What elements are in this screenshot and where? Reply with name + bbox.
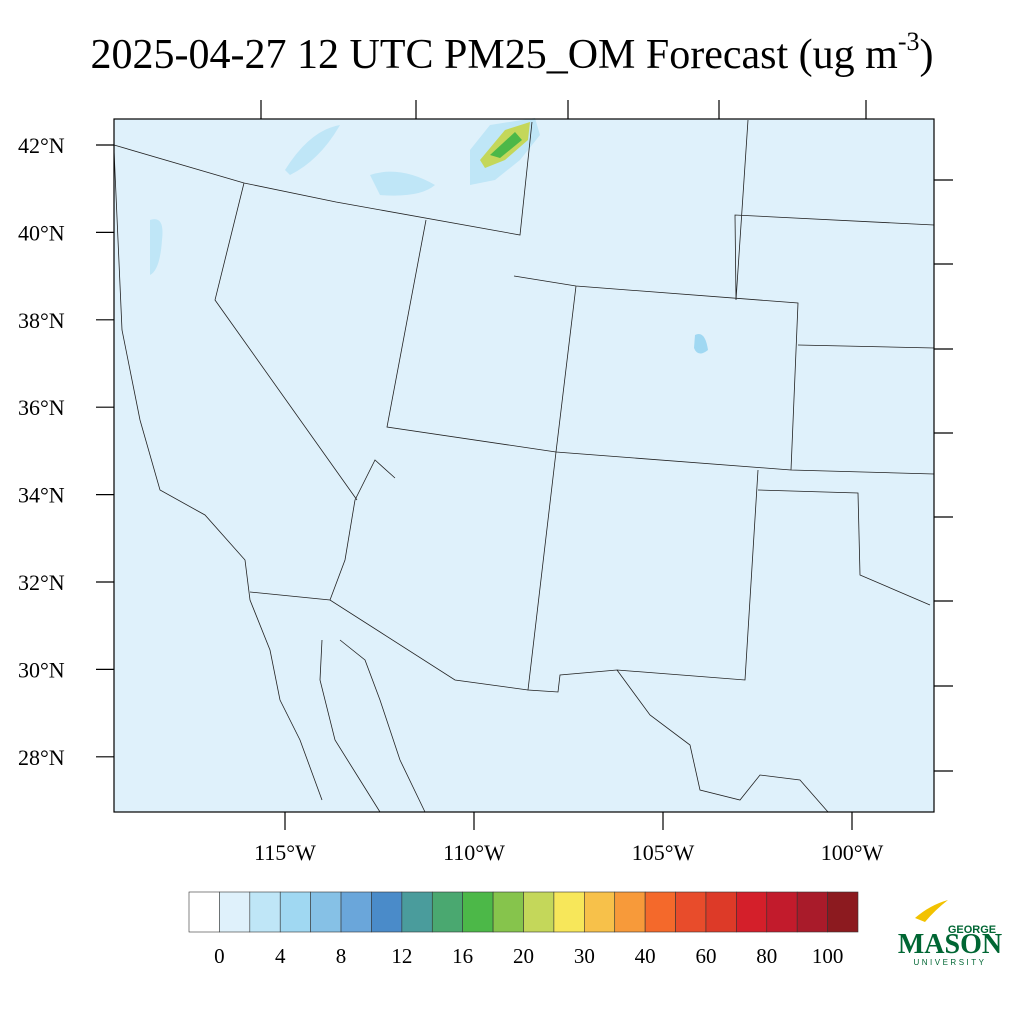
border [513, 275, 799, 471]
colorbar-box [553, 891, 585, 933]
logo-swoosh [915, 900, 948, 922]
map-background [114, 119, 934, 812]
colorbar-box [736, 891, 768, 933]
border [527, 285, 759, 693]
colorbar-box [249, 891, 281, 933]
colorbar-box [462, 891, 494, 933]
lon-label: 100°W [821, 840, 884, 865]
colorbar-box [340, 891, 372, 933]
border [757, 489, 931, 606]
border [734, 119, 935, 301]
colorbar-box [584, 891, 616, 933]
colorbar-box [188, 891, 220, 933]
coastline [319, 639, 381, 813]
colorbar-label: 40 [635, 944, 656, 968]
lat-label: 42°N [18, 133, 65, 158]
lat-label: 38°N [18, 308, 65, 333]
border [797, 344, 935, 349]
smoke-patch [370, 171, 435, 196]
colorbar-box [523, 891, 555, 933]
lat-label: 28°N [18, 745, 65, 770]
coastline [339, 639, 426, 813]
colorbar-box [431, 891, 463, 933]
smoke-plume [490, 132, 522, 158]
colorbar-box [827, 891, 859, 933]
lat-label: 32°N [18, 570, 65, 595]
title: 2025-04-27 12 UTC PM25_OM Forecast (ug m… [91, 27, 934, 78]
border [249, 591, 529, 691]
colorbar-box [675, 891, 707, 933]
map-frame [113, 118, 935, 813]
map [113, 100, 953, 813]
smoke-patch [694, 334, 708, 354]
colorbar-box [219, 891, 251, 933]
colorbar-label: 30 [574, 944, 595, 968]
lat-label: 34°N [18, 483, 65, 508]
title-superscript: -3 [898, 27, 920, 56]
colorbar-box [371, 891, 403, 933]
colorbar-box [705, 891, 737, 933]
lon-label: 110°W [443, 840, 505, 865]
logo-main: MASON [898, 929, 1002, 960]
colorbar-label: 8 [336, 944, 347, 968]
axis-labels: 42°N 40°N 38°N 36°N 34°N 32°N 30°N 28°N 115°W 110… [18, 133, 884, 865]
colorbar-box [279, 891, 311, 933]
logo-bottom: UNIVERSITY [913, 958, 986, 967]
colorbar-label: 60 [695, 944, 716, 968]
lat-label: 30°N [18, 657, 65, 682]
colorbar-label: 100 [812, 944, 844, 968]
lat-label: 40°N [18, 220, 65, 245]
logo-top: GEORGE [948, 924, 996, 936]
smoke-patch [285, 125, 340, 175]
colorbar-label: 20 [513, 944, 534, 968]
title-text: 2025-04-27 12 UTC PM25_OM Forecast (ug m [91, 32, 899, 78]
colorbar-box [401, 891, 433, 933]
frame-ticks [260, 100, 953, 772]
colorbar-label: 16 [452, 944, 473, 968]
coastline [113, 149, 323, 801]
colorbar-box [766, 891, 798, 933]
border [214, 182, 358, 501]
colorbar-box [492, 891, 524, 933]
colorbar-box [310, 891, 342, 933]
colorbar: 0 4 8 12 16 20 30 40 60 80 100 [188, 891, 859, 968]
lat-label: 36°N [18, 395, 65, 420]
colorbar-label: 0 [214, 944, 225, 968]
border [616, 669, 829, 813]
smoke-patch [150, 219, 163, 275]
colorbar-label: 12 [391, 944, 412, 968]
colorbar-label: 4 [275, 944, 286, 968]
lon-label: 105°W [632, 840, 695, 865]
title-close: ) [919, 32, 933, 78]
colorbar-label: 80 [756, 944, 777, 968]
lon-label: 115°W [254, 840, 316, 865]
border [113, 121, 533, 236]
coastline [329, 459, 396, 601]
colorbar-box [796, 891, 828, 933]
colorbar-box [644, 891, 676, 933]
colorbar-box [614, 891, 646, 933]
logo: GEORGE MASON UNIVERSITY [898, 900, 1002, 967]
